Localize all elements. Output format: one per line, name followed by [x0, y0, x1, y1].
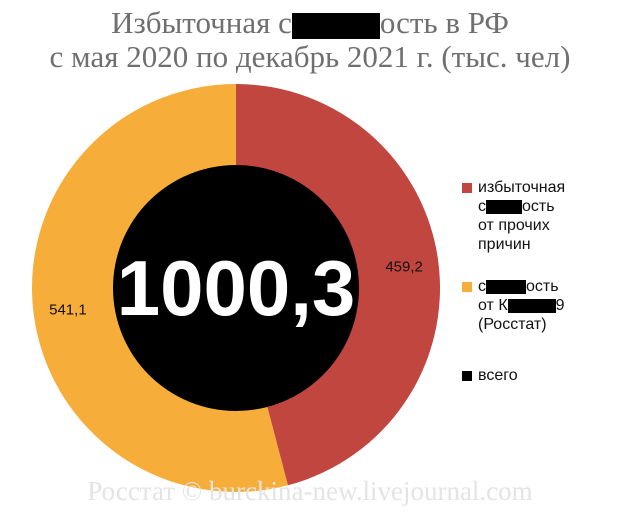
title-text-part1: Избыточная с [111, 5, 292, 40]
legend-line: избыточная [478, 179, 566, 196]
chart-title-line2: с мая 2020 по декабрь 2021 г. (тыс. чел) [49, 39, 571, 74]
legend-line: всего [478, 367, 518, 384]
redaction-box [291, 12, 380, 39]
slice-label-excess: 459,2 [385, 258, 423, 275]
redaction-box [486, 199, 522, 214]
legend-swatch-black [462, 371, 472, 381]
legend-line-part: с [478, 198, 486, 215]
title-text-part2: ость в РФ [379, 5, 509, 40]
watermark: Росстат © burckina-new.livejournal.com [87, 476, 533, 506]
slice-label-covid: 541,1 [49, 302, 87, 319]
donut-center-total [113, 165, 359, 411]
legend-text: всего [478, 366, 518, 385]
legend-line: от прочих [478, 217, 550, 234]
legend-line: с ость [478, 198, 555, 215]
legend-swatch-red [462, 183, 472, 193]
legend-line-part: от К [478, 297, 508, 314]
legend-text: избыточная с ость от прочих причин [478, 178, 565, 254]
legend-swatch-orange [462, 282, 472, 292]
chart-title-line1: Избыточная с ость в РФ [0, 6, 620, 40]
center-total-label: 1000,3 [117, 244, 356, 332]
redaction-box [507, 298, 556, 313]
legend-line: (Росстат) [478, 316, 547, 333]
legend-line-part: с [478, 278, 486, 295]
redaction-box [486, 279, 526, 294]
legend-line: причин [478, 236, 531, 253]
legend-line: с ость [478, 278, 559, 295]
